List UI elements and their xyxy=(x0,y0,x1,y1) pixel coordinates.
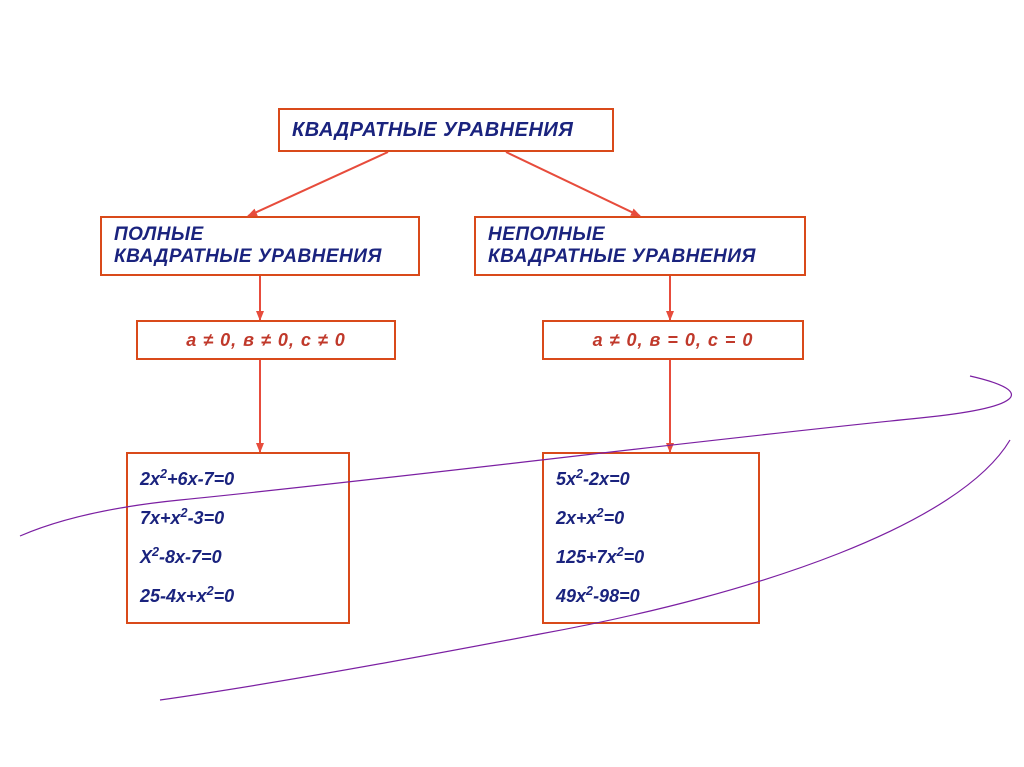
equation-line: Х2-8х-7=0 xyxy=(140,547,222,568)
equation-line: 49х2-98=0 xyxy=(556,586,640,607)
left-title-line2: КВАДРАТНЫЕ УРАВНЕНИЯ xyxy=(114,246,382,267)
left-condition-label: а ≠ 0, в ≠ 0, с ≠ 0 xyxy=(186,330,346,351)
root-label: КВАДРАТНЫЕ УРАВНЕНИЯ xyxy=(292,119,573,142)
left-condition-node: а ≠ 0, в ≠ 0, с ≠ 0 xyxy=(136,320,396,360)
equation-line: 2х+х2=0 xyxy=(556,508,624,529)
right-branch-title: НЕПОЛНЫЕ КВАДРАТНЫЕ УРАВНЕНИЯ xyxy=(474,216,806,276)
right-equations-node: 5х2-2х=0 2х+х2=0 125+7х2=0 49х2-98=0 xyxy=(542,452,760,624)
arrow xyxy=(506,152,640,216)
right-title-line2: КВАДРАТНЫЕ УРАВНЕНИЯ xyxy=(488,246,756,267)
left-branch-title: ПОЛНЫЕ КВАДРАТНЫЕ УРАВНЕНИЯ xyxy=(100,216,420,276)
equation-line: 125+7х2=0 xyxy=(556,547,644,568)
right-condition-node: а ≠ 0, в = 0, с = 0 xyxy=(542,320,804,360)
left-equations-node: 2х2+6х-7=0 7х+х2-3=0 Х2-8х-7=0 25-4х+х2=0 xyxy=(126,452,350,624)
right-title-line1: НЕПОЛНЫЕ xyxy=(488,224,605,245)
left-title-line1: ПОЛНЫЕ xyxy=(114,224,204,245)
equation-line: 7х+х2-3=0 xyxy=(140,508,224,529)
right-condition-label: а ≠ 0, в = 0, с = 0 xyxy=(593,330,754,351)
root-node: КВАДРАТНЫЕ УРАВНЕНИЯ xyxy=(278,108,614,152)
arrow xyxy=(248,152,388,216)
arrows-group xyxy=(248,152,670,452)
equation-line: 5х2-2х=0 xyxy=(556,469,630,490)
equation-line: 2х2+6х-7=0 xyxy=(140,469,234,490)
equation-line: 25-4х+х2=0 xyxy=(140,586,234,607)
